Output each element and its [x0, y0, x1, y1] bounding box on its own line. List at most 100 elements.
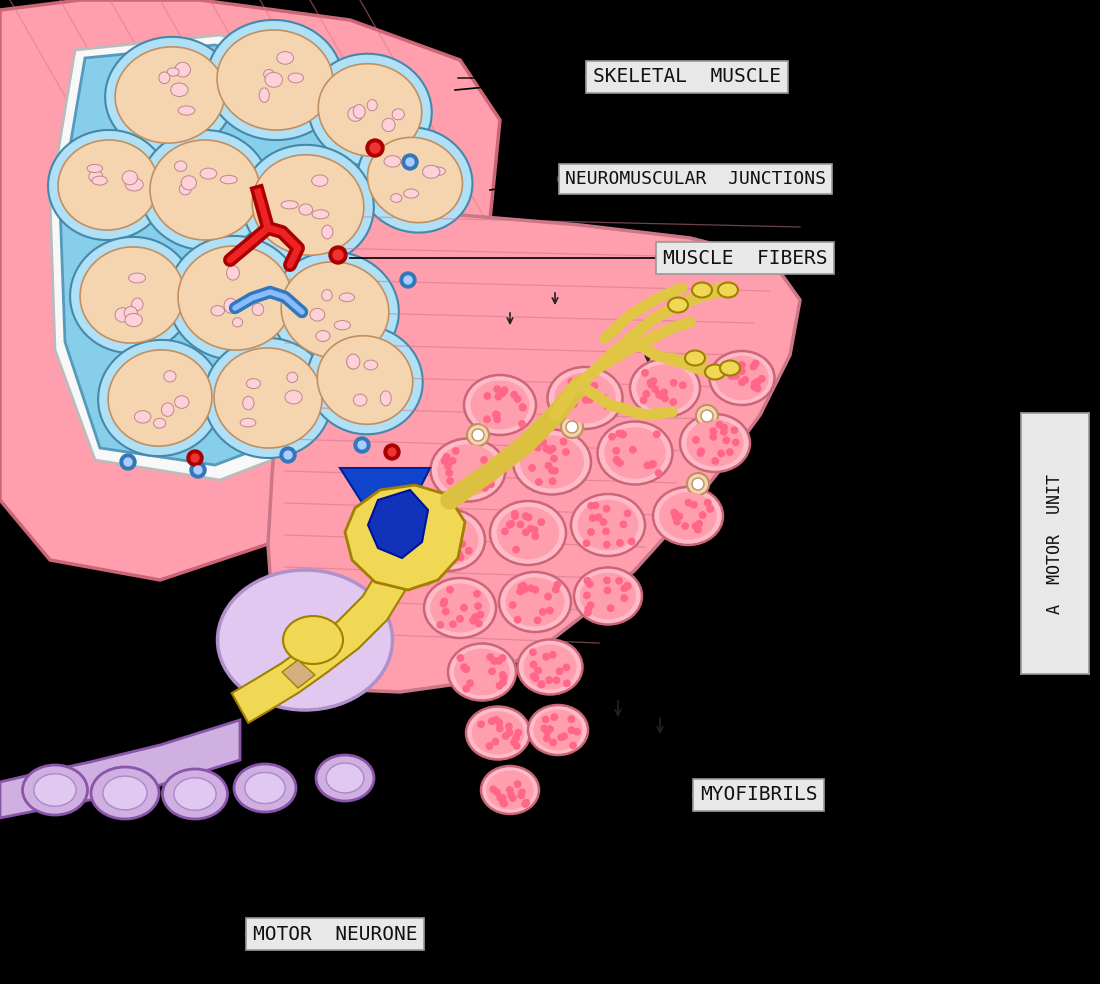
Circle shape [573, 389, 580, 396]
Ellipse shape [321, 289, 332, 301]
Circle shape [518, 584, 525, 590]
Circle shape [656, 470, 662, 476]
Circle shape [494, 789, 501, 795]
Circle shape [535, 445, 541, 451]
Circle shape [515, 396, 520, 402]
Polygon shape [340, 468, 430, 515]
Circle shape [486, 743, 493, 749]
Circle shape [515, 617, 520, 623]
Circle shape [696, 521, 703, 527]
Text: MUSCLE  FIBERS: MUSCLE FIBERS [663, 249, 827, 268]
Ellipse shape [162, 402, 174, 416]
Circle shape [584, 578, 591, 584]
Ellipse shape [154, 418, 166, 428]
Ellipse shape [150, 140, 260, 240]
Ellipse shape [124, 307, 138, 320]
Circle shape [515, 781, 520, 787]
Circle shape [647, 380, 653, 386]
Ellipse shape [299, 204, 312, 215]
Ellipse shape [282, 262, 388, 358]
Circle shape [621, 595, 627, 601]
Circle shape [522, 799, 529, 806]
Circle shape [701, 410, 713, 422]
Ellipse shape [296, 633, 314, 647]
Circle shape [546, 677, 552, 683]
Circle shape [671, 510, 678, 516]
Circle shape [547, 726, 553, 732]
Circle shape [692, 478, 704, 490]
Polygon shape [282, 660, 315, 688]
Circle shape [433, 526, 440, 533]
Circle shape [506, 522, 513, 527]
Circle shape [598, 398, 605, 403]
Circle shape [497, 794, 504, 801]
Ellipse shape [200, 168, 217, 179]
Circle shape [607, 605, 614, 611]
Circle shape [494, 416, 501, 422]
Circle shape [541, 725, 548, 732]
Circle shape [739, 379, 745, 386]
Ellipse shape [554, 373, 616, 423]
Circle shape [477, 721, 484, 727]
Ellipse shape [390, 194, 402, 203]
Circle shape [517, 522, 524, 527]
Circle shape [650, 461, 657, 467]
Circle shape [187, 450, 204, 466]
Circle shape [419, 568, 431, 580]
Text: MYOFIBRILS: MYOFIBRILS [700, 785, 817, 805]
Ellipse shape [245, 772, 285, 804]
Polygon shape [50, 35, 440, 480]
Circle shape [656, 254, 664, 263]
Circle shape [329, 246, 346, 264]
Circle shape [583, 540, 590, 546]
Ellipse shape [261, 604, 350, 676]
Circle shape [500, 800, 507, 807]
Circle shape [641, 370, 648, 376]
Ellipse shape [132, 298, 143, 311]
Ellipse shape [367, 99, 377, 111]
Ellipse shape [182, 176, 197, 190]
Circle shape [621, 585, 627, 591]
Ellipse shape [103, 776, 147, 810]
Circle shape [573, 387, 579, 393]
Circle shape [354, 437, 370, 453]
Circle shape [446, 469, 452, 476]
Ellipse shape [214, 348, 322, 448]
Ellipse shape [217, 30, 333, 130]
Circle shape [453, 547, 460, 553]
Circle shape [530, 661, 537, 668]
Circle shape [245, 930, 254, 939]
Ellipse shape [175, 62, 190, 77]
Circle shape [484, 393, 491, 400]
Circle shape [194, 466, 202, 474]
Circle shape [427, 554, 433, 561]
Ellipse shape [548, 367, 623, 429]
Circle shape [645, 462, 651, 468]
Circle shape [522, 513, 529, 520]
Circle shape [558, 174, 566, 183]
Circle shape [551, 456, 558, 461]
Ellipse shape [164, 371, 176, 382]
Ellipse shape [129, 274, 145, 283]
Ellipse shape [524, 645, 576, 690]
Circle shape [723, 437, 729, 444]
Ellipse shape [411, 509, 485, 571]
Circle shape [616, 578, 623, 584]
Circle shape [676, 514, 682, 520]
Ellipse shape [630, 359, 700, 417]
Polygon shape [268, 210, 800, 692]
Circle shape [442, 608, 449, 615]
Circle shape [585, 73, 594, 82]
Circle shape [658, 393, 664, 399]
Circle shape [466, 478, 473, 484]
Circle shape [521, 586, 528, 592]
Ellipse shape [234, 584, 376, 697]
Polygon shape [60, 45, 428, 465]
Circle shape [472, 429, 484, 441]
Circle shape [563, 664, 570, 671]
Ellipse shape [653, 487, 723, 545]
Circle shape [535, 667, 541, 674]
Circle shape [441, 458, 448, 464]
Ellipse shape [226, 576, 385, 704]
Circle shape [491, 657, 497, 664]
